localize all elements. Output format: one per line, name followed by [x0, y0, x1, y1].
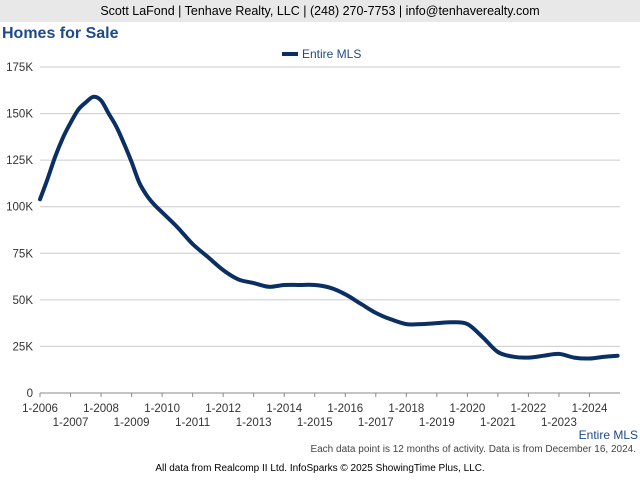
- y-tick-label: 0: [27, 388, 33, 400]
- y-tick-label: 175K: [6, 62, 33, 74]
- x-tick-label: 1-2024: [572, 403, 608, 415]
- y-tick-label: 50K: [13, 295, 34, 307]
- x-tick-label: 1-2009: [114, 417, 150, 429]
- axis-layer: 0 25K 50K 75K 100K 125K 150K 175K 1-2006 1-2008 1-…: [6, 62, 608, 429]
- x-tick-label: 1-2008: [83, 403, 119, 415]
- x-tick-label: 1-2011: [175, 417, 210, 429]
- x-tick-label: 1-2015: [297, 417, 333, 429]
- data-credits: All data from Realcomp II Ltd. InfoSpark…: [155, 463, 485, 474]
- y-tick-label: 75K: [13, 248, 34, 260]
- legend-label: Entire MLS: [302, 47, 361, 61]
- contact-banner: Scott LaFond | Tenhave Realty, LLC | (24…: [0, 0, 640, 22]
- x-tick-label: 1-2016: [327, 403, 363, 415]
- x-tick-label: 1-2006: [22, 403, 58, 415]
- x-tick-label: 1-2021: [480, 417, 516, 429]
- x-tick-label: 1-2019: [419, 417, 455, 429]
- grid-layer: [40, 66, 620, 394]
- x-tick-label: 1-2017: [358, 417, 394, 429]
- bottom-legend-label: Entire MLS: [578, 428, 638, 442]
- series-layer: [38, 94, 620, 361]
- x-tick-label: 1-2010: [144, 403, 180, 415]
- data-footnote: Each data point is 12 months of activity…: [310, 444, 636, 455]
- y-tick-label: 100K: [6, 202, 33, 214]
- y-tick-label: 150K: [6, 109, 33, 121]
- y-tick-label: 25K: [13, 341, 34, 353]
- x-tick-label: 1-2022: [511, 403, 547, 415]
- x-tick-label: 1-2018: [388, 403, 424, 415]
- x-tick-label: 1-2012: [205, 403, 241, 415]
- x-tick-label: 1-2013: [236, 417, 272, 429]
- page-title: Homes for Sale: [2, 25, 119, 42]
- x-tick-label: 1-2020: [449, 403, 485, 415]
- x-tick-label: 1-2007: [53, 417, 89, 429]
- legend: Entire MLS: [282, 47, 361, 61]
- x-tick-label: 1-2014: [266, 403, 302, 415]
- x-tick-label: 1-2023: [541, 417, 577, 429]
- series-line-entire-mls: [38, 94, 620, 361]
- y-tick-label: 125K: [6, 155, 33, 167]
